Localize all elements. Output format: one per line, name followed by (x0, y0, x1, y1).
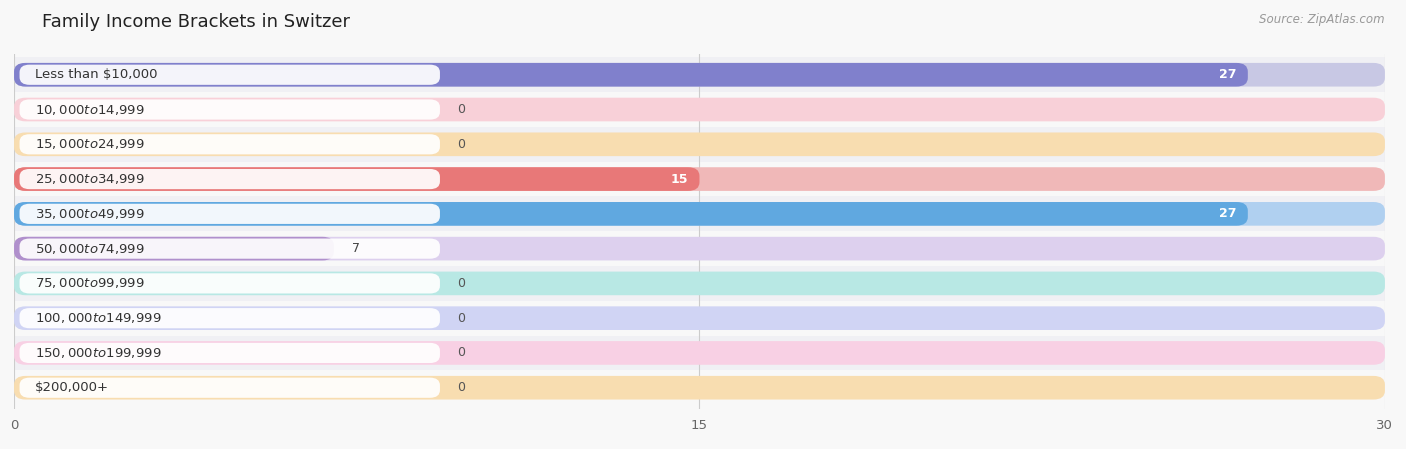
Text: 0: 0 (457, 347, 465, 360)
FancyBboxPatch shape (14, 167, 1385, 191)
Text: 0: 0 (457, 312, 465, 325)
FancyBboxPatch shape (14, 98, 1385, 121)
FancyBboxPatch shape (14, 301, 1385, 335)
FancyBboxPatch shape (14, 341, 1385, 365)
FancyBboxPatch shape (20, 134, 440, 154)
FancyBboxPatch shape (14, 197, 1385, 231)
FancyBboxPatch shape (20, 273, 440, 294)
Text: Family Income Brackets in Switzer: Family Income Brackets in Switzer (42, 13, 350, 31)
Text: 27: 27 (1219, 68, 1236, 81)
FancyBboxPatch shape (20, 65, 440, 85)
Text: 0: 0 (457, 103, 465, 116)
Text: 27: 27 (1219, 207, 1236, 220)
FancyBboxPatch shape (14, 57, 1385, 92)
FancyBboxPatch shape (14, 306, 1385, 330)
Text: 0: 0 (457, 277, 465, 290)
FancyBboxPatch shape (14, 272, 1385, 295)
Text: Source: ZipAtlas.com: Source: ZipAtlas.com (1260, 13, 1385, 26)
Text: $50,000 to $74,999: $50,000 to $74,999 (35, 242, 145, 255)
Text: $10,000 to $14,999: $10,000 to $14,999 (35, 102, 145, 117)
FancyBboxPatch shape (14, 237, 335, 260)
FancyBboxPatch shape (14, 162, 1385, 197)
Text: $75,000 to $99,999: $75,000 to $99,999 (35, 277, 145, 291)
Text: 15: 15 (671, 172, 688, 185)
Text: $150,000 to $199,999: $150,000 to $199,999 (35, 346, 162, 360)
FancyBboxPatch shape (20, 378, 440, 398)
FancyBboxPatch shape (20, 238, 440, 259)
Text: $200,000+: $200,000+ (35, 381, 108, 394)
Text: 0: 0 (457, 138, 465, 151)
Text: Less than $10,000: Less than $10,000 (35, 68, 157, 81)
FancyBboxPatch shape (20, 169, 440, 189)
FancyBboxPatch shape (14, 63, 1249, 87)
FancyBboxPatch shape (14, 335, 1385, 370)
FancyBboxPatch shape (14, 63, 1385, 87)
FancyBboxPatch shape (14, 237, 1385, 260)
FancyBboxPatch shape (14, 127, 1385, 162)
FancyBboxPatch shape (14, 202, 1385, 226)
FancyBboxPatch shape (14, 92, 1385, 127)
Text: $100,000 to $149,999: $100,000 to $149,999 (35, 311, 162, 325)
FancyBboxPatch shape (14, 202, 1249, 226)
FancyBboxPatch shape (14, 266, 1385, 301)
Text: $25,000 to $34,999: $25,000 to $34,999 (35, 172, 145, 186)
FancyBboxPatch shape (20, 343, 440, 363)
FancyBboxPatch shape (20, 99, 440, 119)
FancyBboxPatch shape (14, 370, 1385, 405)
FancyBboxPatch shape (14, 376, 1385, 400)
Text: $35,000 to $49,999: $35,000 to $49,999 (35, 207, 145, 221)
FancyBboxPatch shape (20, 204, 440, 224)
Text: $15,000 to $24,999: $15,000 to $24,999 (35, 137, 145, 151)
FancyBboxPatch shape (20, 308, 440, 328)
FancyBboxPatch shape (14, 231, 1385, 266)
Text: 0: 0 (457, 381, 465, 394)
Text: 7: 7 (353, 242, 360, 255)
FancyBboxPatch shape (14, 132, 1385, 156)
FancyBboxPatch shape (14, 167, 700, 191)
